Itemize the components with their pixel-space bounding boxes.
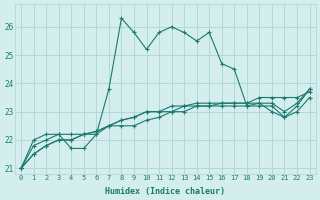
X-axis label: Humidex (Indice chaleur): Humidex (Indice chaleur) (105, 187, 225, 196)
